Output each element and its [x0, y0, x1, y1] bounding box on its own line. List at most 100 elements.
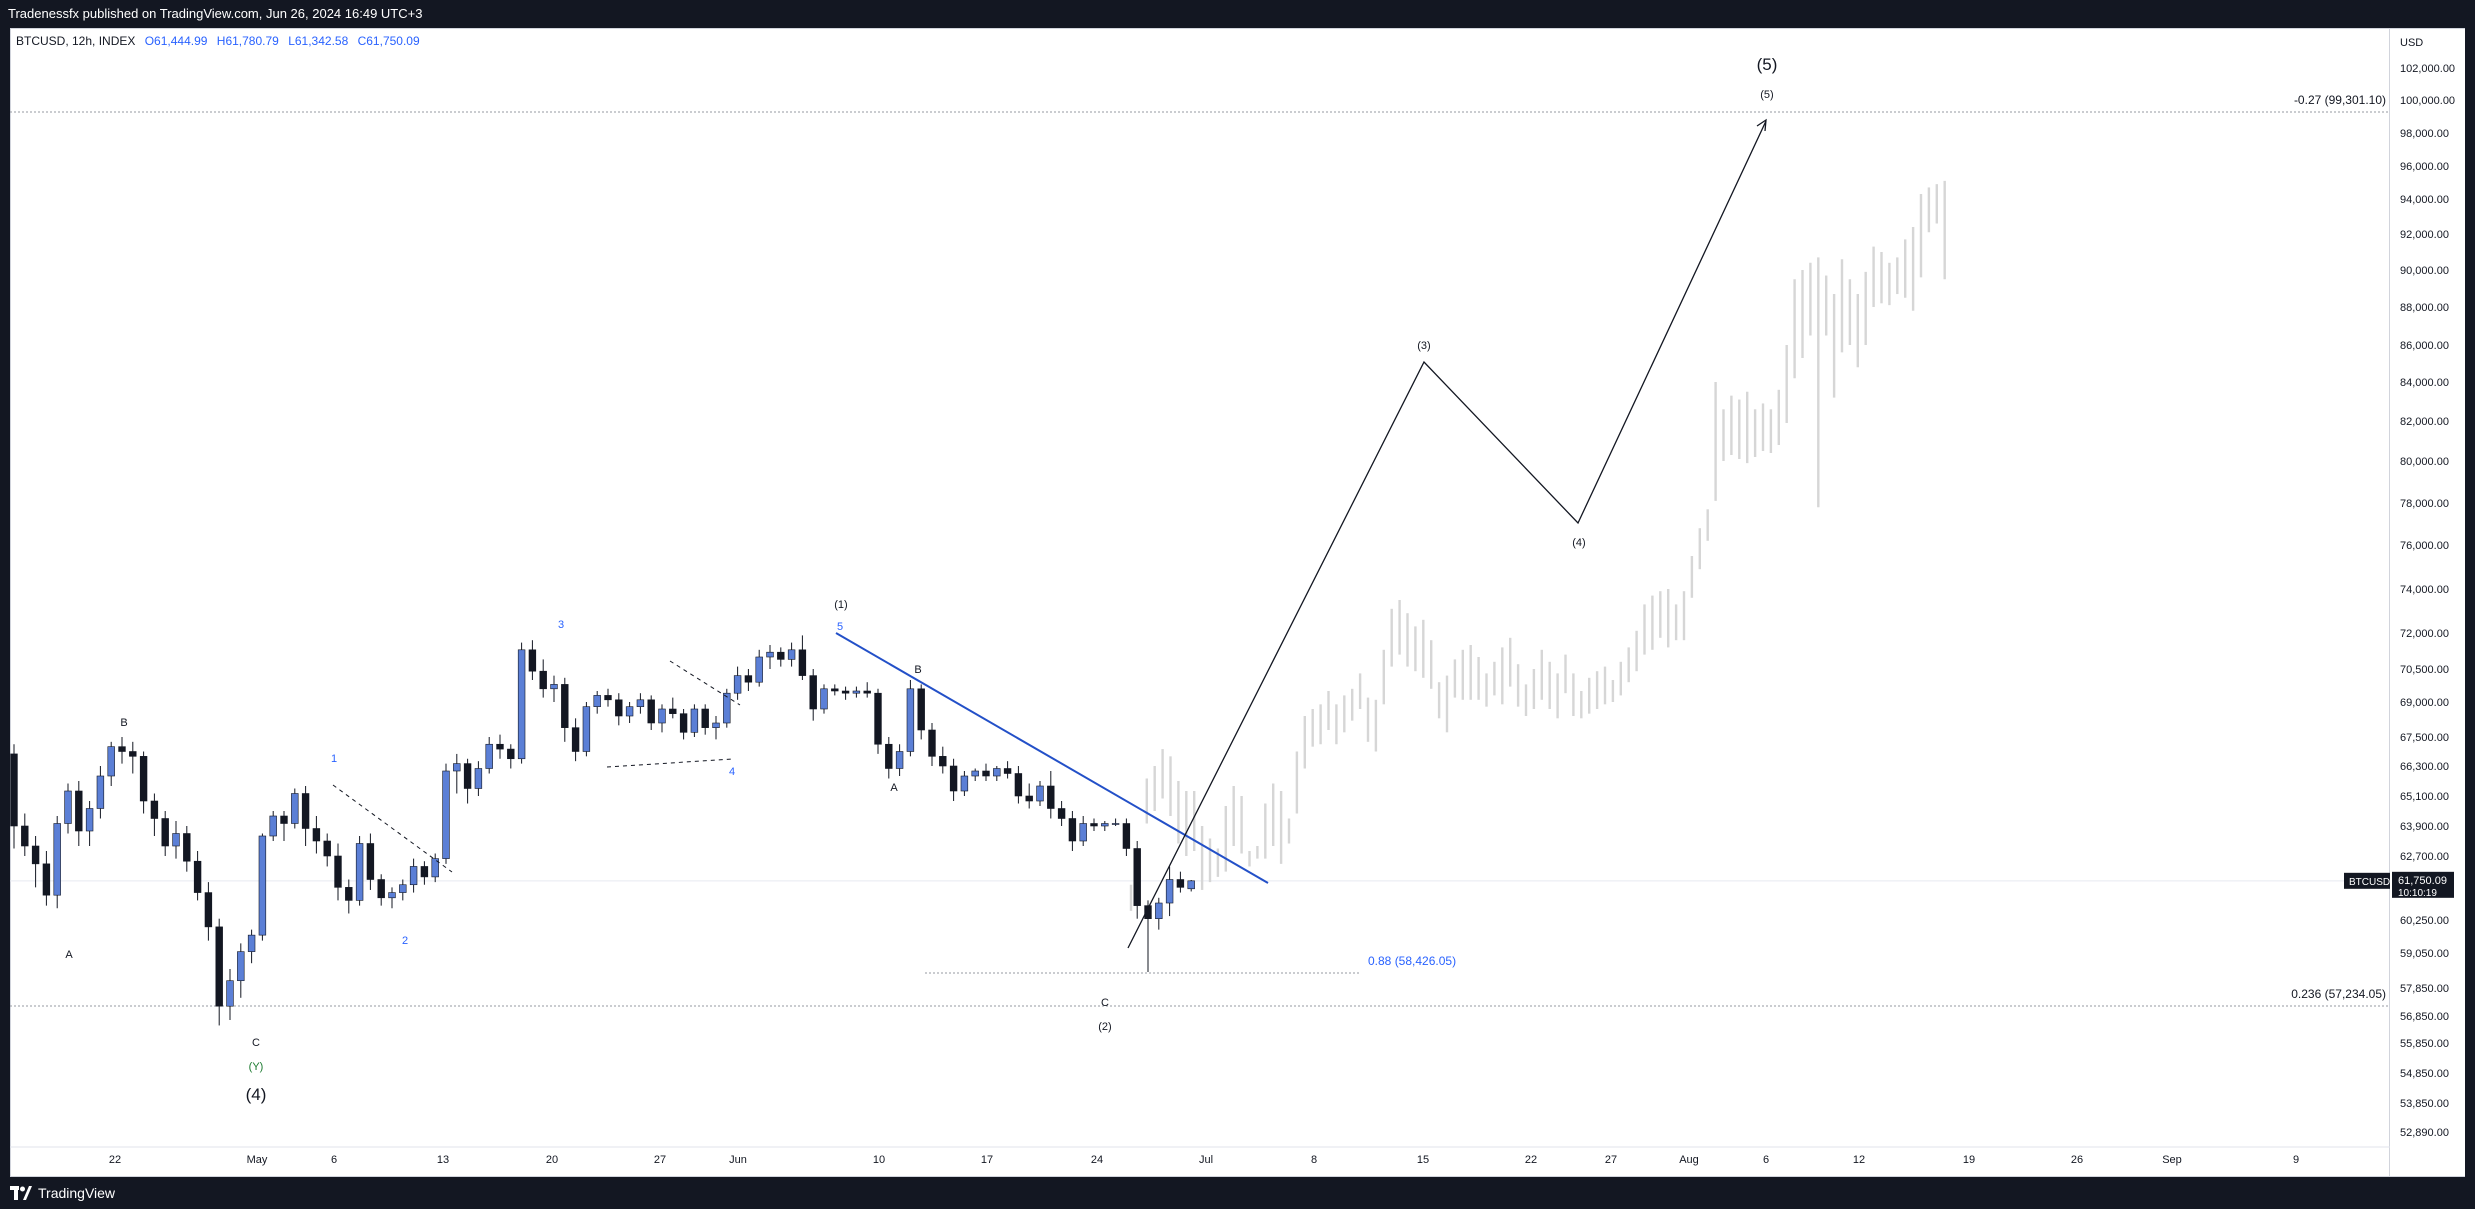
price-tick-label: 74,000.00	[2400, 584, 2449, 596]
price-tick-label: 63,900.00	[2400, 821, 2449, 833]
time-axis-label: 27	[654, 1154, 666, 1166]
candle-body	[658, 708, 666, 724]
candle-body	[571, 727, 580, 752]
time-axis-label: Sep	[2162, 1154, 2182, 1166]
candle-body	[247, 934, 256, 952]
wave-label-y: (Y)	[249, 1061, 264, 1073]
price-scale[interactable]	[2390, 28, 2465, 1177]
wave-label-n2: 2	[402, 935, 408, 947]
candle-body	[431, 858, 439, 878]
candle-body	[841, 690, 850, 694]
price-tick-label: 90,000.00	[2400, 265, 2449, 277]
candle-body	[669, 708, 677, 714]
legend-low: L61,342.58	[288, 34, 349, 48]
candle-body	[949, 765, 958, 792]
wave-label-b-mid: B	[914, 664, 921, 676]
candle-body	[1165, 879, 1174, 904]
candle-body	[453, 763, 461, 772]
candle-body	[1036, 785, 1044, 802]
candle-body	[561, 684, 569, 728]
symbol-legend[interactable]: BTCUSD, 12h, INDEX O61,444.99 H61,780.79…	[16, 34, 426, 48]
candle-body	[831, 688, 839, 692]
candle-body	[820, 688, 828, 710]
candle-body	[345, 887, 353, 901]
candle-body	[10, 753, 18, 827]
candle-body	[798, 649, 807, 676]
projection-arrow-head	[1756, 118, 1767, 132]
publish-line: Tradenessfx published on TradingView.com…	[8, 6, 423, 21]
left-frame	[0, 28, 10, 1177]
candle-body	[291, 793, 299, 824]
price-tick-label: 88,000.00	[2400, 302, 2449, 314]
price-tick-label: 76,000.00	[2400, 540, 2449, 552]
candle-body	[1047, 785, 1055, 809]
candle-body	[593, 695, 601, 707]
candle-body	[939, 756, 947, 767]
candle-body	[1155, 902, 1163, 919]
candle-body	[690, 708, 699, 733]
price-tick-label: 57,850.00	[2400, 983, 2449, 995]
candle-body	[701, 708, 709, 728]
candle-body	[474, 768, 483, 789]
price-tick-label: 102,000.00	[2400, 63, 2455, 75]
candle-body	[744, 675, 753, 683]
candle-body	[960, 775, 969, 792]
candle-body	[355, 843, 364, 901]
wave-label-small-5: (5)	[1760, 89, 1773, 101]
candle-body	[852, 690, 861, 694]
price-tick-label: 100,000.00	[2400, 95, 2455, 107]
candle-body	[301, 793, 310, 829]
candle-body	[1090, 823, 1098, 827]
symbol-line: BTCUSD, 12h, INDEX	[16, 34, 136, 48]
dashed-channel-2-bottom	[606, 758, 734, 768]
time-axis-label: 17	[981, 1154, 993, 1166]
candle-body	[204, 892, 213, 928]
price-tick-label: 56,850.00	[2400, 1011, 2449, 1023]
candle-body	[1133, 848, 1141, 906]
candle-body	[1057, 808, 1066, 819]
price-tick-label: 86,000.00	[2400, 340, 2449, 352]
price-tick-label: 66,300.00	[2400, 761, 2449, 773]
price-tick-label: 65,100.00	[2400, 791, 2449, 803]
price-tick-label: 96,000.00	[2400, 161, 2449, 173]
candle-body	[269, 815, 277, 837]
wave-label-4: (4)	[1572, 537, 1585, 549]
candle-body	[1014, 773, 1023, 797]
candle-body	[388, 892, 396, 899]
tradingview-logo[interactable]: TradingView	[10, 1177, 115, 1209]
price-tick-label: 78,000.00	[2400, 498, 2449, 510]
wave-label-n4: 4	[729, 766, 735, 778]
candle-body	[85, 808, 94, 832]
time-axis-label: 8	[1311, 1154, 1317, 1166]
candle-body	[226, 980, 234, 1007]
candle-body	[874, 692, 882, 745]
price-tick-label: 92,000.00	[2400, 229, 2449, 241]
time-axis-label: Aug	[1679, 1154, 1699, 1166]
candle-body	[550, 684, 558, 690]
candle-body	[1111, 823, 1120, 825]
time-axis-label: 9	[2293, 1154, 2299, 1166]
candle-body	[507, 748, 515, 760]
candle-body	[766, 651, 774, 658]
time-axis-label: 24	[1091, 1154, 1103, 1166]
candle-body	[323, 840, 331, 857]
candle-body	[496, 743, 504, 750]
candle-body	[582, 706, 591, 752]
candle-body	[258, 835, 267, 936]
candle-body	[366, 843, 375, 880]
wave-label-a-left: A	[65, 949, 73, 961]
dashed-channel-2-top	[669, 660, 741, 706]
candle-body	[280, 815, 288, 824]
time-axis-label: 15	[1417, 1154, 1429, 1166]
candle-body	[312, 828, 321, 842]
candle-body	[215, 926, 223, 1007]
candle-body	[604, 695, 612, 701]
price-tick-label: 80,000.00	[2400, 456, 2449, 468]
candle-body	[615, 699, 623, 717]
time-axis-label: 10	[873, 1154, 885, 1166]
price-tick-label: 67,500.00	[2400, 732, 2449, 744]
candle-body	[1122, 823, 1131, 849]
currency-label: USD	[2400, 37, 2424, 49]
chart-pane[interactable]	[10, 28, 2390, 1177]
candle-body	[399, 884, 407, 893]
